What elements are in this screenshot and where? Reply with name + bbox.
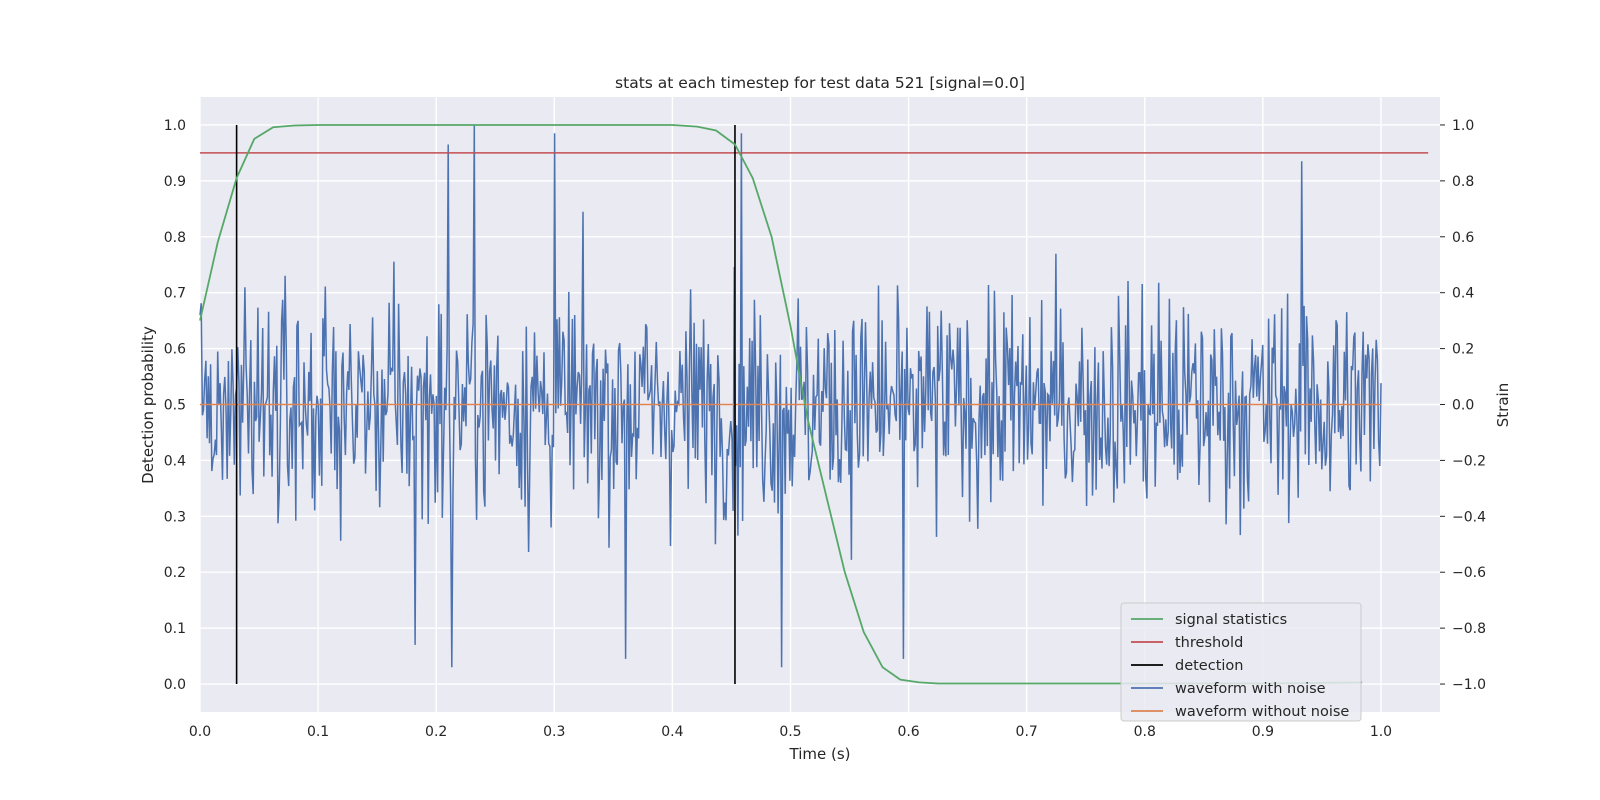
y-right-tick-label: 0.2 (1452, 342, 1474, 358)
y-right-tick-label: 0.0 (1452, 398, 1474, 414)
legend-box (1120, 602, 1362, 722)
series-layer (199, 124, 1429, 685)
y-left-tick-label: 0.2 (164, 565, 186, 581)
y-left-tick-label: 0.0 (164, 677, 186, 693)
x-tick-label: 0.9 (1252, 724, 1274, 740)
y-right-tick-label: −1.0 (1452, 677, 1486, 693)
x-axis-ticks: 0.0 0.1 0.2 0.3 0.4 0.5 0.6 0.7 0.8 0.9 1.0 (189, 724, 1392, 740)
legend-waveform-with-noise-label: waveform with noise (1175, 681, 1326, 697)
y-right-axis-label: Strain (1494, 383, 1512, 427)
legend-signal-statistics-label: signal statistics (1175, 612, 1287, 628)
legend-threshold-label: threshold (1175, 635, 1243, 651)
y-left-tick-label: 0.9 (164, 174, 186, 190)
x-tick-label: 1.0 (1370, 724, 1392, 740)
x-tick-label: 0.2 (425, 724, 447, 740)
y-right-tick-label: 0.8 (1452, 174, 1474, 190)
y-right-tick-label: 0.4 (1452, 286, 1474, 302)
y-left-tick-label: 1.0 (164, 118, 186, 134)
x-tick-label: 0.1 (307, 724, 329, 740)
y-right-tick-label: 0.6 (1452, 230, 1474, 246)
waveform-with-noise-line (199, 124, 1382, 668)
x-tick-label: 0.7 (1016, 724, 1038, 740)
y-right-axis-ticks: −1.0 −0.8 −0.6 −0.4 −0.2 0.0 0.2 0.4 0.6 0.8 1.0 (1440, 118, 1486, 693)
y-right-tick-label: −0.6 (1452, 565, 1486, 581)
legend-detection-label: detection (1175, 658, 1243, 674)
y-left-tick-label: 0.4 (164, 453, 186, 469)
x-tick-label: 0.4 (661, 724, 683, 740)
y-left-tick-label: 0.1 (164, 621, 186, 637)
y-left-axis-label: Detection probability (139, 326, 157, 484)
legend-items: signal statistics threshold detection wavef… (1131, 612, 1349, 720)
y-left-tick-label: 0.6 (164, 342, 186, 358)
legend-waveform-without-noise-label: waveform without noise (1175, 704, 1349, 720)
y-left-tick-label: 0.7 (164, 286, 186, 302)
y-right-tick-label: −0.8 (1452, 621, 1486, 637)
y-right-tick-label: −0.2 (1452, 453, 1486, 469)
x-tick-label: 0.3 (543, 724, 565, 740)
chart-title: stats at each timestep for test data 521… (615, 74, 1025, 92)
x-axis-label: Time (s) (789, 745, 851, 763)
y-left-tick-label: 0.5 (164, 398, 186, 414)
x-tick-label: 0.5 (779, 724, 801, 740)
x-tick-label: 0.6 (897, 724, 919, 740)
y-right-tick-label: −0.4 (1452, 509, 1486, 525)
legend: signal statistics threshold detection wavef… (1120, 602, 1362, 722)
y-left-axis-ticks: 0.0 0.1 0.2 0.3 0.4 0.5 0.6 0.7 0.8 0.9 1.0 (164, 118, 186, 693)
y-right-tick-label: 1.0 (1452, 118, 1474, 134)
signal-statistics-line (199, 124, 1363, 685)
x-tick-label: 0.8 (1134, 724, 1156, 740)
y-left-tick-label: 0.3 (164, 509, 186, 525)
x-tick-label: 0.0 (189, 724, 211, 740)
y-left-tick-label: 0.8 (164, 230, 186, 246)
